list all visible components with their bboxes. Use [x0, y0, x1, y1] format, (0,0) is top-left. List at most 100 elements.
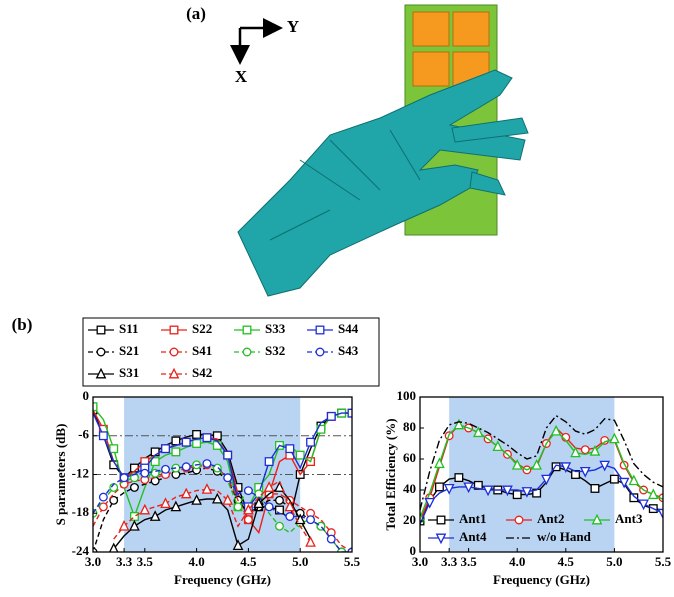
marker	[243, 348, 251, 356]
axis-y-label: Y	[287, 17, 299, 36]
marker	[649, 490, 658, 499]
y-tick-label: 80	[403, 419, 416, 434]
marker	[172, 448, 180, 456]
marker	[243, 326, 251, 334]
x-tick-label: 5.0	[292, 554, 308, 569]
y-tick-label: -12	[72, 465, 89, 480]
legend-label: S11	[119, 321, 139, 336]
marker	[224, 451, 232, 459]
marker	[182, 438, 190, 446]
marker	[436, 483, 444, 491]
x-tick-label: 5.5	[344, 554, 361, 569]
marker	[513, 491, 521, 499]
marker	[435, 459, 444, 468]
marker	[162, 445, 170, 453]
marker	[170, 326, 178, 334]
y-tick-label: -24	[72, 543, 90, 558]
x-tick-label: 4.0	[188, 554, 204, 569]
marker	[307, 516, 315, 524]
legend-label: S41	[192, 343, 212, 358]
legend-label: S22	[192, 321, 212, 336]
panel-label: (a)	[186, 4, 206, 23]
legend-label: Ant4	[459, 529, 487, 544]
x-axis-label: Frequency (GHz)	[493, 572, 590, 587]
legend: S11 S22 S33 S44 S21 S41 S32 S43 S31 S42	[83, 318, 379, 386]
y-tick-label: 0	[410, 543, 417, 558]
marker	[193, 431, 201, 439]
chart: 3.03.33.54.04.55.05.5020406080100Frequen…	[383, 388, 672, 587]
legend-label: S32	[265, 343, 285, 358]
y-axis-label: Total Efficiency (%)	[383, 418, 398, 530]
x-tick-label: 3.3	[116, 554, 133, 569]
x-tick-label: 3.5	[460, 554, 477, 569]
figure: (a) Y X (b) 3.03.33.54.04.55.05.5-24-18-…	[0, 0, 674, 597]
legend-label: S44	[338, 321, 359, 336]
marker	[437, 516, 445, 524]
marker	[141, 469, 149, 477]
y-axis-label: S parameters (dB)	[53, 424, 68, 526]
marker	[193, 440, 201, 448]
hand-model	[238, 70, 528, 296]
legend-label: S42	[192, 365, 212, 380]
marker	[327, 413, 335, 421]
axis-x-label: X	[235, 67, 248, 86]
marker	[170, 348, 178, 356]
marker	[265, 503, 273, 511]
legend-label: S43	[338, 343, 359, 358]
y-tick-label: -18	[72, 504, 90, 519]
y-tick-label: 0	[83, 388, 90, 403]
marker	[245, 487, 253, 495]
x-tick-label: 4.5	[558, 554, 575, 569]
marker	[591, 485, 599, 493]
page: (a) Y X (b) 3.03.33.54.04.55.05.5-24-18-…	[0, 0, 674, 597]
marker	[162, 466, 170, 474]
x-tick-label: 4.5	[240, 554, 257, 569]
legend-label: Ant1	[459, 511, 486, 526]
x-tick-label: 5.5	[655, 554, 672, 569]
marker	[203, 434, 211, 442]
panel-label: (b)	[12, 315, 33, 334]
marker	[296, 451, 304, 459]
marker	[265, 458, 273, 466]
legend-label: S33	[265, 321, 286, 336]
marker	[97, 326, 105, 334]
x-tick-label: 5.0	[606, 554, 622, 569]
marker	[224, 474, 232, 482]
legend-label: S21	[119, 343, 139, 358]
marker	[611, 475, 619, 483]
marker	[316, 348, 324, 356]
marker	[455, 474, 463, 482]
y-tick-label: 20	[403, 512, 416, 527]
marker	[97, 348, 105, 356]
marker	[120, 474, 128, 482]
x-axis-label: Frequency (GHz)	[174, 572, 271, 587]
marker	[100, 432, 108, 440]
marker	[234, 503, 242, 511]
legend-label: w/o Hand	[537, 529, 592, 544]
marker	[307, 438, 315, 446]
x-tick-label: 3.5	[137, 554, 154, 569]
y-tick-label: 60	[403, 450, 416, 465]
marker	[245, 516, 253, 524]
y-tick-label: -6	[78, 427, 89, 442]
marker	[203, 460, 211, 468]
marker	[639, 500, 648, 509]
marker	[276, 497, 284, 505]
legend-label: Ant3	[615, 511, 643, 526]
legend-label: S31	[119, 365, 139, 380]
marker	[286, 445, 294, 453]
marker	[581, 446, 589, 454]
marker	[327, 535, 335, 543]
marker	[276, 522, 284, 530]
marker	[286, 513, 294, 521]
legend-label: Ant2	[537, 511, 564, 526]
y-tick-label: 40	[403, 481, 416, 496]
marker	[172, 437, 180, 445]
marker	[131, 484, 139, 492]
x-tick-label: 4.0	[509, 554, 525, 569]
marker	[182, 463, 190, 471]
marker	[110, 445, 118, 453]
marker	[515, 516, 523, 524]
marker	[316, 326, 324, 334]
